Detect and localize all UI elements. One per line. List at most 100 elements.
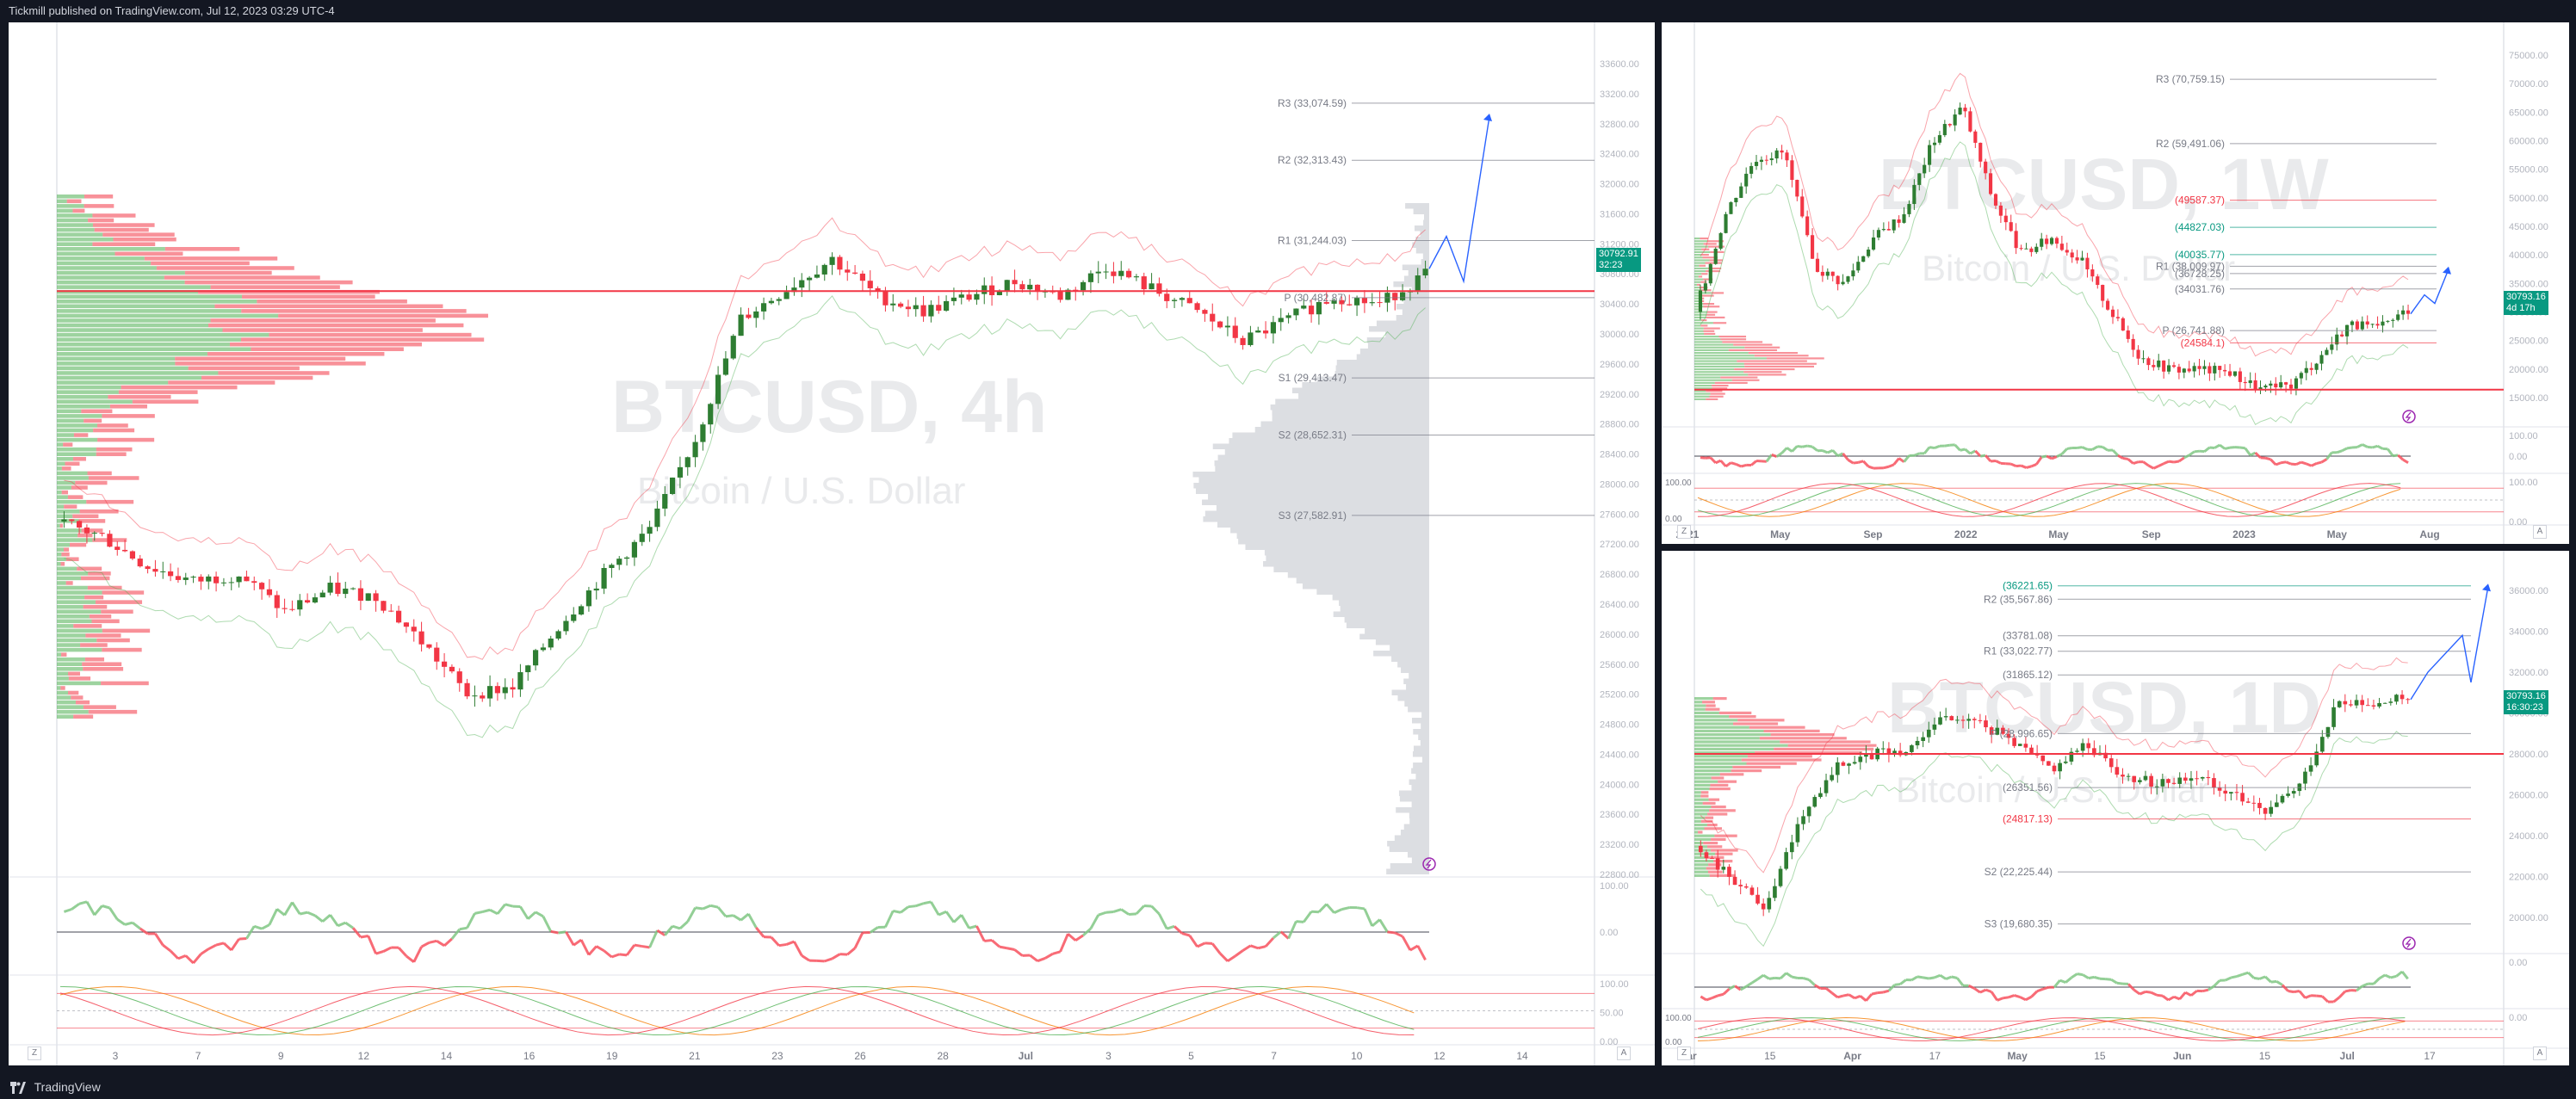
- volume-profile-down-bar: [121, 385, 238, 390]
- oscillator-line: [2059, 979, 2066, 984]
- volume-profile-bar: [1208, 494, 1429, 500]
- candle-up: [343, 588, 349, 595]
- volume-profile-down-bar: [1774, 747, 1874, 750]
- oscillator-line: [1287, 920, 1297, 940]
- candle-up: [1724, 213, 1728, 233]
- candle-up: [1789, 842, 1794, 853]
- zoom-reset-button[interactable]: Z: [1677, 525, 1691, 539]
- volume-profile-bar: [1335, 365, 1429, 371]
- candle-down: [2240, 793, 2245, 802]
- candle-down: [1795, 179, 1799, 197]
- oscillator-line: [1990, 991, 1999, 1002]
- oscillator-line: [2201, 988, 2209, 993]
- auto-scale-button[interactable]: A: [1617, 1047, 1631, 1060]
- oscillator-line: [587, 945, 598, 956]
- volume-profile-bar: [1414, 225, 1429, 232]
- volume-profile-down-bar: [1712, 387, 1728, 390]
- oscillator-line: [215, 942, 225, 947]
- volume-profile-up-bar: [57, 628, 102, 633]
- zoom-reset-button[interactable]: Z: [1677, 1047, 1691, 1060]
- volume-profile-down-bar: [1711, 776, 1725, 780]
- zoom-reset-button[interactable]: Z: [28, 1047, 41, 1060]
- candle-down: [2059, 244, 2064, 250]
- volume-profile-up-bar: [1694, 371, 1744, 374]
- oscillator-line: [1401, 935, 1412, 951]
- candle-up: [2075, 750, 2079, 752]
- oscillator-line: [1204, 942, 1213, 945]
- candle-up: [2024, 248, 2028, 250]
- chart-panel-1w[interactable]: BTCUSD, 1W Bitcoin / U.S. Dollar 75000.0…: [1662, 22, 2569, 544]
- candle-up: [1910, 745, 1914, 752]
- candle-up: [1293, 308, 1299, 316]
- oscillator-line: [2264, 975, 2272, 984]
- volume-profile-bar: [1272, 410, 1429, 416]
- oscillator-line: [1052, 950, 1061, 955]
- candle-down: [2406, 699, 2411, 701]
- oscillator-line: [1416, 945, 1427, 961]
- volume-profile-down-bar: [1706, 845, 1723, 849]
- oscillator-line: [2091, 445, 2099, 451]
- volume-profile-up-bar: [57, 571, 89, 576]
- volume-profile-down-bar: [1732, 765, 1781, 769]
- volume-profile-up-bar: [57, 585, 88, 590]
- oscillator-line: [740, 912, 750, 922]
- candle-up: [1080, 281, 1087, 291]
- candle-up: [654, 508, 660, 528]
- flash-icon: [2402, 936, 2416, 950]
- volume-profile-down-bar: [61, 490, 69, 495]
- volume-profile-bar: [1346, 622, 1429, 628]
- oscillator-line: [2316, 994, 2323, 998]
- volume-profile-up-bar: [1694, 842, 1704, 845]
- volume-profile-up-bar: [1694, 755, 1748, 758]
- chart-panel-4h[interactable]: BTCUSD, 4h Bitcoin / U.S. Dollar 33600.0…: [9, 22, 1655, 1065]
- volume-profile-up-bar: [1694, 729, 1764, 732]
- candle-up: [2308, 765, 2313, 772]
- volume-profile-down-bar: [78, 519, 106, 523]
- oscillator-line: [923, 900, 932, 905]
- volume-profile-down-bar: [1741, 758, 1822, 762]
- oscillator-line: [1029, 954, 1038, 962]
- volume-profile-up-bar: [1694, 751, 1756, 755]
- oscillator-line: [1739, 985, 1748, 991]
- volume-profile-bar: [1217, 522, 1429, 528]
- oscillator-line: [2040, 454, 2047, 459]
- volume-profile-bar: [1369, 326, 1429, 332]
- price-tick-label: 33200.00: [1600, 90, 1639, 100]
- time-tick-label: 9: [278, 1050, 284, 1062]
- oscillator-line: [1814, 984, 1822, 990]
- candle-down: [2212, 778, 2216, 788]
- candle-up: [2279, 382, 2283, 388]
- oscillator-line: [550, 929, 559, 935]
- oscillator-line: [307, 911, 316, 917]
- volume-profile-up-bar: [57, 624, 74, 628]
- volume-profile-down-bar: [164, 275, 320, 280]
- oscillator-line: [1098, 911, 1107, 917]
- oscillator-line: [2316, 460, 2322, 466]
- candle-up: [2388, 701, 2393, 703]
- time-tick-label: 17: [2424, 1050, 2436, 1062]
- volume-profile-down-bar: [77, 566, 102, 571]
- candle-down: [1984, 161, 1988, 174]
- volume-profile-down-bar: [175, 356, 346, 361]
- oscillator-line: [1806, 444, 1813, 448]
- candle-up: [1399, 292, 1406, 300]
- volume-profile-up-bar: [1694, 791, 1701, 794]
- auto-scale-button[interactable]: A: [2533, 1047, 2547, 1060]
- volume-profile-down-bar: [207, 323, 464, 328]
- volume-profile-down-bar: [1708, 863, 1722, 867]
- candle-up: [783, 292, 790, 299]
- volume-profile-down-bar: [1700, 281, 1707, 283]
- oscillator-line: [1898, 457, 1905, 463]
- volume-profile-up-bar: [1694, 863, 1709, 867]
- volume-profile-up-bar: [1694, 336, 1719, 338]
- volume-profile-bar: [1333, 611, 1429, 617]
- price-tick-label: 15000.00: [2509, 393, 2548, 404]
- oscillator-line: [1272, 930, 1282, 940]
- chart-panel-1d[interactable]: BTCUSD, 1D Bitcoin / U.S. Dollar 36000.0…: [1662, 551, 2569, 1065]
- candle-up: [1937, 135, 1941, 143]
- volume-profile-down-bar: [77, 533, 93, 538]
- volume-profile-down-bar: [257, 299, 407, 304]
- volume-profile-up-bar: [1694, 381, 1715, 384]
- auto-scale-button[interactable]: A: [2533, 525, 2547, 539]
- oscillator-line: [2276, 980, 2283, 986]
